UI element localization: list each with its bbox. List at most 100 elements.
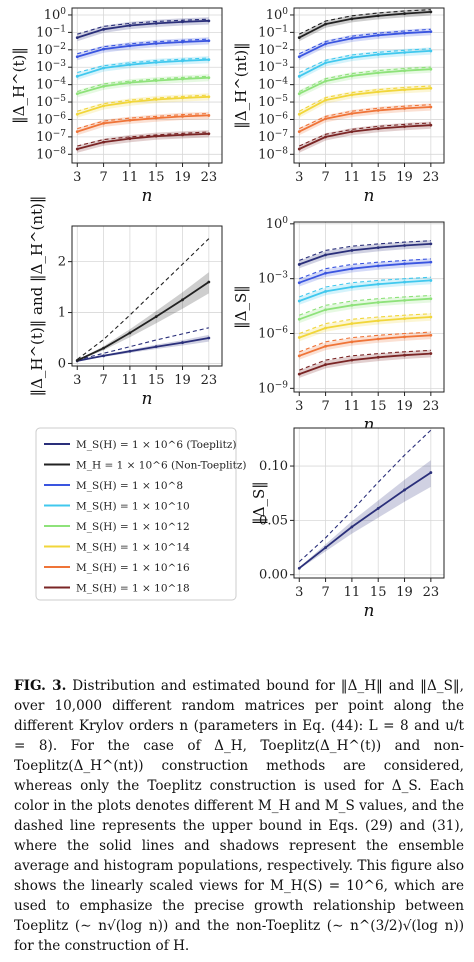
series-band	[299, 313, 431, 342]
series-point	[324, 290, 327, 293]
x-tick-label: 11	[344, 170, 361, 185]
legend-entry: M_S(H) = 1 × 10^10	[76, 501, 190, 513]
x-tick-label: 3	[73, 373, 81, 388]
series-point	[376, 127, 380, 130]
series-point	[324, 135, 327, 139]
series-band	[299, 47, 431, 80]
series-bound-line	[76, 238, 210, 360]
series-line	[76, 281, 210, 362]
x-tick-label: 15	[370, 170, 387, 185]
series-point	[207, 58, 211, 62]
series-point	[350, 358, 354, 362]
series-point	[429, 297, 433, 301]
legend-frame	[35, 427, 237, 601]
x-tick-label: 15	[370, 585, 387, 600]
x-tick-label: 19	[174, 170, 191, 185]
series-point	[128, 100, 132, 104]
series-point	[207, 19, 211, 23]
series-line	[298, 124, 431, 150]
y-tick-label: 10−7	[36, 129, 66, 145]
legend-entry: M_S(H) = 1 × 10^8	[76, 480, 183, 492]
y-tick-label: 10−4	[258, 77, 288, 93]
series-point	[376, 14, 380, 18]
series-point	[181, 59, 184, 63]
series-point	[102, 84, 105, 88]
series-point	[128, 44, 132, 48]
figure-caption: FIG. 3. Distribution and estimated bound…	[14, 676, 464, 956]
y-tick-label: 1	[58, 306, 66, 321]
series-point	[429, 67, 433, 71]
series-point	[403, 317, 406, 321]
series-line	[77, 39, 209, 58]
y-tick-label: 10−8	[36, 146, 66, 162]
series-point	[297, 130, 301, 134]
x-tick-label: 3	[295, 585, 303, 600]
plot-frame	[71, 7, 223, 164]
legend-entry: M_S(H) = 1 × 10^12	[76, 521, 190, 533]
series-point	[403, 280, 406, 284]
series-point	[376, 33, 380, 37]
series-band	[299, 276, 431, 305]
series-line	[77, 114, 209, 133]
x-tick-label: 19	[396, 585, 413, 600]
series-point	[128, 118, 132, 122]
series-point	[376, 337, 380, 341]
series-point	[376, 264, 380, 268]
series-bound-line	[77, 57, 209, 74]
series-point	[403, 488, 406, 492]
series-point	[376, 71, 380, 75]
series-bound-line	[299, 349, 431, 371]
series-bound-line	[299, 85, 431, 112]
series-point	[297, 263, 301, 266]
x-tick-label: 3	[295, 170, 303, 185]
series-point	[181, 114, 184, 118]
series-point	[350, 249, 354, 252]
series-point	[154, 60, 158, 64]
series-point	[102, 121, 105, 125]
series-line	[298, 316, 431, 339]
x-tick-label: 7	[99, 170, 107, 185]
series-point	[297, 372, 301, 376]
series-point	[403, 244, 406, 247]
series-point	[297, 147, 301, 151]
series-bound-line	[77, 38, 209, 55]
series-point	[350, 340, 354, 344]
series-band	[299, 28, 431, 61]
series-point	[297, 55, 301, 59]
series-bound-line	[299, 9, 431, 35]
series-point	[128, 63, 132, 67]
series-point	[102, 104, 105, 108]
series-line	[77, 58, 209, 78]
series-point	[75, 359, 79, 362]
y-axis-label: ‖Δ_S‖	[250, 481, 268, 525]
series-point	[102, 66, 105, 70]
series-bound-line	[77, 75, 209, 93]
series-point	[154, 42, 158, 45]
series-bound-line	[299, 276, 431, 298]
series-line	[298, 68, 431, 95]
series-point	[350, 525, 354, 529]
series-point	[429, 242, 433, 246]
x-tick-label: 11	[344, 399, 361, 414]
series-point	[154, 21, 158, 25]
legend-entry: M_H = 1 × 10^6 (Non-Toeplitz)	[76, 460, 247, 472]
series-point	[429, 105, 433, 109]
series-point	[297, 566, 301, 570]
y-axis-label: ‖Δ_S‖	[232, 285, 250, 329]
series-line	[298, 279, 431, 302]
series-point	[324, 326, 327, 330]
series-line	[298, 297, 431, 321]
legend-entry: M_S(H) = 1 × 10^16	[76, 562, 190, 574]
series-line	[298, 106, 431, 133]
series-point	[207, 132, 211, 136]
series-point	[350, 322, 354, 325]
series-line	[298, 471, 432, 569]
series-point	[181, 77, 184, 81]
x-axis-label: n	[142, 186, 153, 206]
series-point	[403, 51, 406, 54]
series-point	[324, 22, 327, 26]
series-band	[77, 17, 209, 42]
series-point	[154, 315, 158, 319]
series-band	[77, 93, 209, 118]
